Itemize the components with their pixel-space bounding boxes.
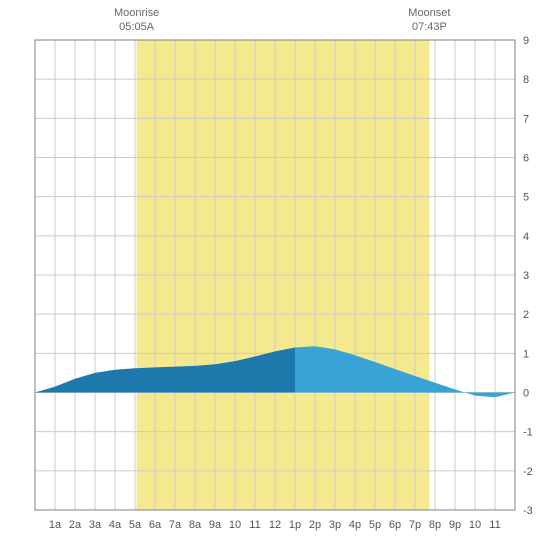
svg-text:9a: 9a	[209, 519, 222, 531]
svg-text:10: 10	[469, 519, 481, 531]
svg-text:2p: 2p	[309, 519, 321, 531]
svg-text:1p: 1p	[289, 519, 301, 531]
moonrise-annotation: Moonrise 05:05A	[107, 6, 167, 35]
svg-text:5a: 5a	[129, 519, 142, 531]
svg-text:10: 10	[229, 519, 241, 531]
svg-text:9: 9	[523, 35, 529, 47]
svg-text:4p: 4p	[349, 519, 361, 531]
svg-text:7: 7	[523, 113, 529, 125]
svg-text:9p: 9p	[449, 519, 461, 531]
svg-text:6a: 6a	[149, 519, 162, 531]
svg-text:-1: -1	[523, 427, 533, 439]
moonrise-label: Moonrise	[107, 6, 167, 20]
svg-text:6p: 6p	[389, 519, 401, 531]
moonset-time: 07:43P	[399, 20, 459, 34]
svg-text:4: 4	[523, 231, 529, 243]
svg-text:5p: 5p	[369, 519, 381, 531]
svg-text:-2: -2	[523, 466, 533, 478]
svg-text:7a: 7a	[169, 519, 182, 531]
tide-chart: Moonrise 05:05A Moonset 07:43P -3-2-1012…	[0, 0, 550, 550]
svg-text:12: 12	[269, 519, 281, 531]
svg-text:3: 3	[523, 270, 529, 282]
svg-text:11: 11	[489, 519, 500, 531]
svg-text:4a: 4a	[109, 519, 122, 531]
svg-text:0: 0	[523, 388, 529, 400]
svg-text:3a: 3a	[89, 519, 102, 531]
moonset-label: Moonset	[399, 6, 459, 20]
moonrise-time: 05:05A	[107, 20, 167, 34]
svg-text:1: 1	[523, 348, 529, 360]
svg-text:2: 2	[523, 309, 529, 321]
svg-text:1a: 1a	[49, 519, 62, 531]
svg-text:2a: 2a	[69, 519, 82, 531]
svg-text:8a: 8a	[189, 519, 202, 531]
moonset-annotation: Moonset 07:43P	[399, 6, 459, 35]
svg-text:3p: 3p	[329, 519, 341, 531]
svg-text:-3: -3	[523, 505, 533, 517]
svg-text:8p: 8p	[429, 519, 441, 531]
svg-text:5: 5	[523, 192, 529, 204]
svg-text:6: 6	[523, 153, 529, 165]
chart-svg: -3-2-101234567891a2a3a4a5a6a7a8a9a101112…	[0, 0, 550, 550]
svg-text:11: 11	[249, 519, 260, 531]
svg-text:7p: 7p	[409, 519, 421, 531]
svg-text:8: 8	[523, 74, 529, 86]
